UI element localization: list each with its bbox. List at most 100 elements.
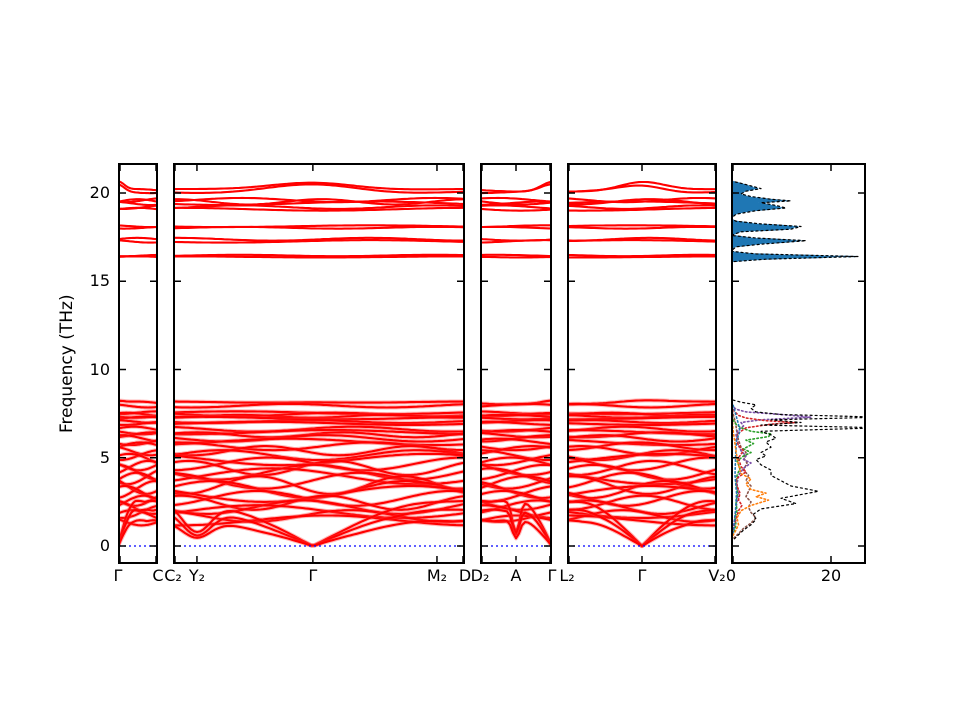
x-tick-label: C — [152, 566, 164, 585]
phonon-band — [173, 484, 465, 503]
phonon-band — [567, 519, 717, 548]
x-tick-label: 0 — [725, 566, 737, 585]
phonon-band — [173, 400, 465, 404]
panel-border — [118, 163, 158, 564]
phonon-band — [567, 402, 717, 409]
phonon-band — [567, 419, 717, 425]
phonon-band — [567, 206, 717, 212]
total-dos — [731, 179, 866, 544]
phonon-band — [173, 431, 465, 439]
phonon-band — [480, 449, 552, 462]
phonon-band — [173, 415, 465, 421]
phonon-band — [567, 471, 717, 490]
phonon-band — [567, 225, 717, 230]
pdos-blue-upper — [731, 179, 857, 263]
phonon-band — [567, 441, 717, 452]
phonon-band — [567, 456, 717, 472]
phonon-band — [173, 236, 465, 242]
phonon-band — [173, 253, 465, 258]
phonon-band — [567, 255, 717, 259]
x-tick-label: L₂ — [559, 566, 575, 585]
phonon-band — [480, 514, 552, 522]
phonon-band — [567, 434, 717, 443]
phonon-band — [173, 402, 465, 409]
phonon-band-haze — [567, 518, 717, 549]
x-tick-label: Γ — [113, 566, 123, 585]
band-panel-4 — [567, 163, 717, 564]
pdos-brown — [731, 402, 757, 542]
phonon-band — [118, 411, 158, 417]
phonon-band — [118, 236, 158, 241]
phonon-band — [480, 508, 552, 548]
phonon-band — [480, 416, 552, 421]
phonon-band — [118, 200, 158, 207]
phonon-band — [118, 499, 158, 548]
phonon-band — [118, 441, 158, 449]
phonon-band — [118, 225, 158, 230]
phonon-band — [118, 519, 158, 548]
phonon-band — [118, 403, 158, 409]
x-tick-label: M₂ — [426, 566, 448, 585]
phonon-band — [118, 425, 158, 432]
phonon-band — [173, 206, 465, 212]
phonon-band — [480, 467, 552, 485]
y-tick-label: 20 — [89, 183, 110, 202]
phonon-band — [173, 445, 465, 457]
phonon-band — [480, 200, 552, 206]
phonon-band — [173, 255, 465, 259]
x-tick-label: V₂ — [708, 566, 726, 585]
panel-border — [731, 163, 866, 564]
phonon-band — [173, 475, 465, 495]
phonon-band — [480, 434, 552, 443]
phonon-band — [480, 253, 552, 258]
phonon-band — [173, 181, 465, 191]
band-panel-3 — [480, 163, 552, 564]
phonon-band — [567, 253, 717, 258]
phonon-band — [480, 204, 552, 210]
phonon-band — [480, 402, 552, 408]
x-tick-label: D₂ — [470, 566, 490, 585]
phonon-band — [480, 476, 552, 490]
phonon-band — [118, 415, 158, 420]
phonon-band — [173, 425, 465, 433]
phonon-band — [567, 438, 717, 447]
x-tick-label: Y₂ — [188, 566, 206, 585]
phonon-band — [567, 489, 717, 507]
phonon-band — [118, 480, 158, 499]
phonon-band — [480, 445, 552, 452]
phonon-band — [567, 475, 717, 495]
phonon-band — [173, 183, 465, 194]
phonon-band — [118, 239, 158, 244]
phonon-band — [480, 255, 552, 259]
phonon-band — [480, 413, 552, 418]
phonon-band — [567, 239, 717, 243]
phonon-band — [118, 508, 158, 548]
y-tick-label: 0 — [99, 536, 110, 555]
phonon-band — [118, 180, 158, 192]
phonon-band — [480, 239, 552, 244]
x-tick-label: 20 — [820, 566, 842, 585]
phonon-band — [480, 183, 552, 195]
phonon-band — [173, 459, 465, 477]
phonon-band — [567, 425, 717, 433]
y-tick-label: 5 — [99, 447, 110, 467]
phonon-band — [118, 255, 158, 258]
phonon-band — [567, 480, 717, 500]
phonon-band — [118, 478, 158, 495]
phonon-band — [567, 204, 717, 210]
phonon-band — [480, 519, 552, 548]
phonon-band — [567, 422, 717, 426]
phonon-band — [480, 504, 552, 519]
phonon-band — [567, 484, 717, 497]
phonon-band — [118, 459, 158, 475]
phonon-band — [480, 431, 552, 439]
phonon-band — [480, 428, 552, 434]
phonon-band — [173, 504, 465, 519]
pdos-orange — [731, 404, 770, 540]
phonon-band — [480, 456, 552, 467]
x-tick-label: D — [458, 566, 472, 585]
phonon-band — [480, 207, 552, 212]
phonon-band — [173, 437, 465, 447]
pdos-red — [731, 404, 797, 538]
x-tick-label: Γ — [308, 566, 318, 585]
